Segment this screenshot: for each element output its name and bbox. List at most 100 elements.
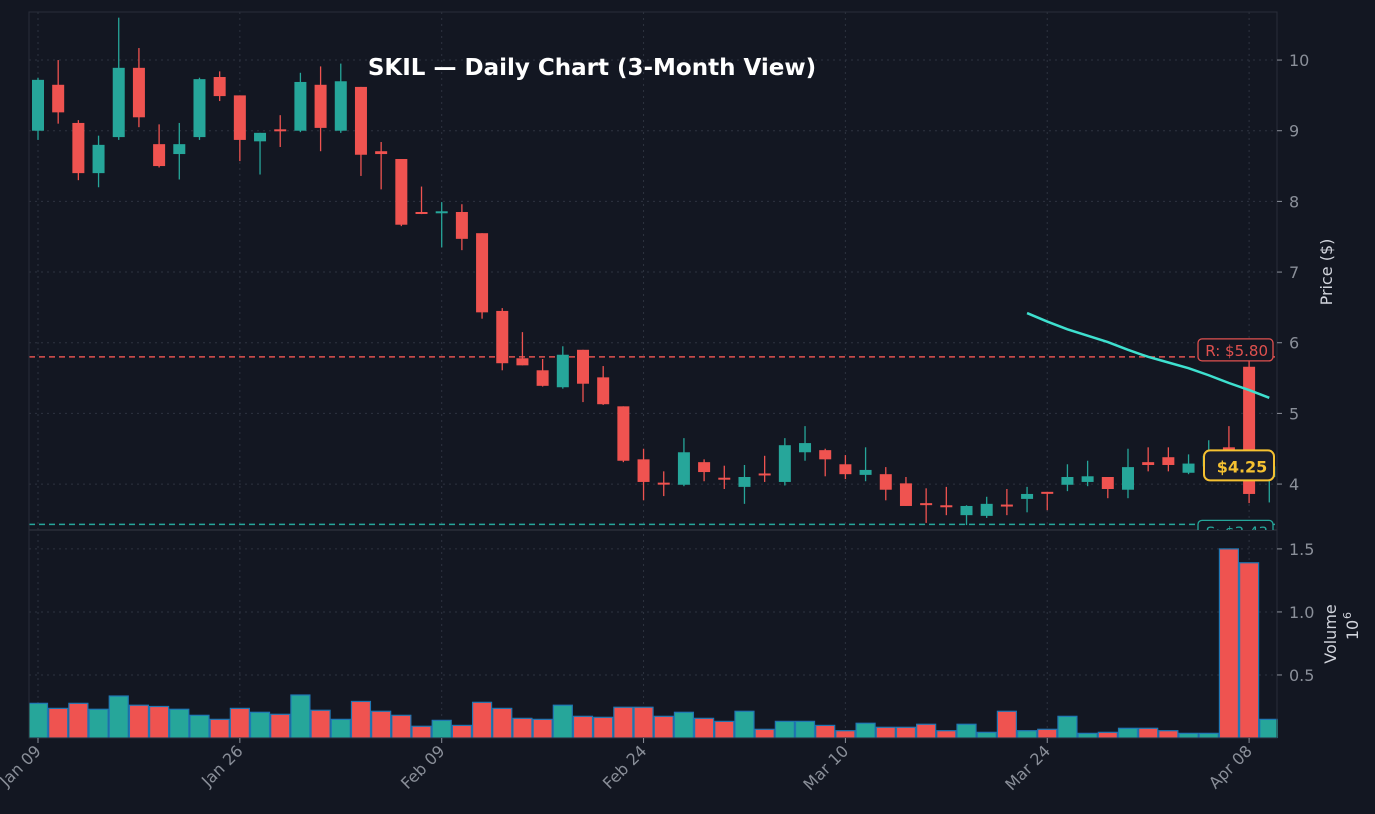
candle-down (1041, 491, 1054, 494)
volume-bar (128, 704, 150, 738)
volume-bar (512, 717, 533, 738)
volume-bar (411, 725, 432, 738)
volume-bar (694, 717, 715, 738)
volume-bar (1037, 728, 1058, 738)
volume-scale-exponent: 6 (1341, 612, 1354, 619)
candle-down (899, 483, 912, 506)
candle-up (738, 476, 751, 487)
candle-down (536, 370, 549, 386)
axes: 4 5 6 7 8 9 10 0.5 1.0 1.5 Jan 09 Jan 26 Feb 09 Feb 2… (0, 51, 1314, 794)
candle-up (1121, 467, 1134, 490)
candle-down (354, 86, 367, 155)
support-resistance-lines (29, 356, 1277, 526)
volume-bar (572, 715, 594, 738)
volume-bar (532, 718, 553, 738)
volume-bar (613, 706, 634, 738)
candle-down (476, 233, 489, 313)
volume-bar (1097, 731, 1118, 738)
candle-down (1162, 457, 1175, 465)
volume-bar (1198, 732, 1219, 738)
price-tick-label: 4 (1289, 475, 1299, 494)
volume-bar (451, 724, 472, 738)
candle-down (415, 211, 428, 214)
volume-bar (1138, 727, 1159, 738)
volume-bar (734, 710, 755, 738)
volume-bar (633, 706, 654, 738)
resistance-label: R: $5.80 (1205, 342, 1268, 360)
volume-bar (350, 700, 372, 738)
volume-bar (1158, 730, 1179, 738)
candle-down (879, 474, 892, 490)
candle-down (637, 459, 650, 482)
candle-down (718, 477, 731, 480)
date-tick-label: Mar 10 (799, 741, 852, 794)
date-tick-label: Jan 26 (197, 741, 247, 791)
volume-bar (673, 711, 695, 738)
candle-down (213, 77, 226, 97)
volume-bar (68, 702, 89, 738)
candle-down (1101, 476, 1114, 490)
volume-bar (431, 719, 452, 738)
volume-bar (88, 708, 109, 738)
volume-bar (48, 707, 69, 738)
date-tick-label: Feb 24 (599, 741, 650, 792)
price-tick-label: 10 (1289, 51, 1309, 70)
volume-bar (330, 718, 351, 738)
volume-tick-label: 1.0 (1289, 603, 1314, 622)
candle-up (980, 503, 993, 516)
volume-bar (835, 730, 856, 738)
date-tick-label: Mar 24 (1001, 741, 1054, 794)
candle-up (1182, 463, 1195, 473)
candle-down (839, 464, 852, 475)
volume-bar (875, 726, 896, 738)
volume-scale-label: 10 6 (1341, 612, 1362, 640)
candle-down (819, 450, 832, 460)
candle-down (758, 473, 771, 476)
volume-bar (492, 707, 513, 738)
candle-down (940, 505, 953, 508)
volume-bar (1238, 562, 1260, 738)
volume-bar (1218, 548, 1240, 738)
candle-up (435, 211, 448, 214)
volume-bar (996, 710, 1017, 738)
volume-bar (169, 708, 190, 738)
candle-down (52, 84, 65, 113)
volume-tick-label: 0.5 (1289, 666, 1314, 685)
candle-down (455, 211, 468, 239)
volume-scale-base: 10 (1343, 620, 1362, 640)
volume-bar (593, 716, 614, 738)
candle-down (1000, 504, 1013, 507)
candle-up (677, 452, 690, 485)
volume-bars (29, 548, 1278, 738)
candle-up (799, 443, 812, 453)
volume-bar (471, 701, 493, 738)
volume-bar (270, 713, 291, 738)
candle-up (859, 469, 872, 475)
volume-bar (552, 704, 573, 738)
candle-down (132, 67, 145, 118)
price-tick-label: 9 (1289, 122, 1299, 141)
volume-bar (1117, 727, 1139, 738)
volume-bar (371, 710, 392, 738)
volume-bar (249, 711, 271, 738)
candle-down (153, 144, 166, 167)
date-tick-label: Apr 08 (1205, 741, 1256, 792)
volume-axis-label: Volume (1321, 604, 1340, 664)
candle-down (395, 158, 408, 225)
volume-tick-label: 1.5 (1289, 540, 1314, 559)
candle-up (173, 144, 186, 155)
volume-bar (895, 726, 917, 738)
volume-bar (815, 724, 836, 738)
candle-down (496, 310, 509, 364)
volume-bar (1057, 715, 1078, 738)
candle-up (556, 354, 569, 388)
volume-bar (653, 715, 674, 738)
price-tick-label: 8 (1289, 192, 1299, 211)
candle-up (32, 79, 44, 131)
candle-down (576, 349, 589, 384)
date-tick-label: Jan 09 (0, 741, 45, 791)
candles (32, 17, 1276, 526)
candle-down (375, 151, 388, 155)
volume-bar (774, 720, 795, 738)
